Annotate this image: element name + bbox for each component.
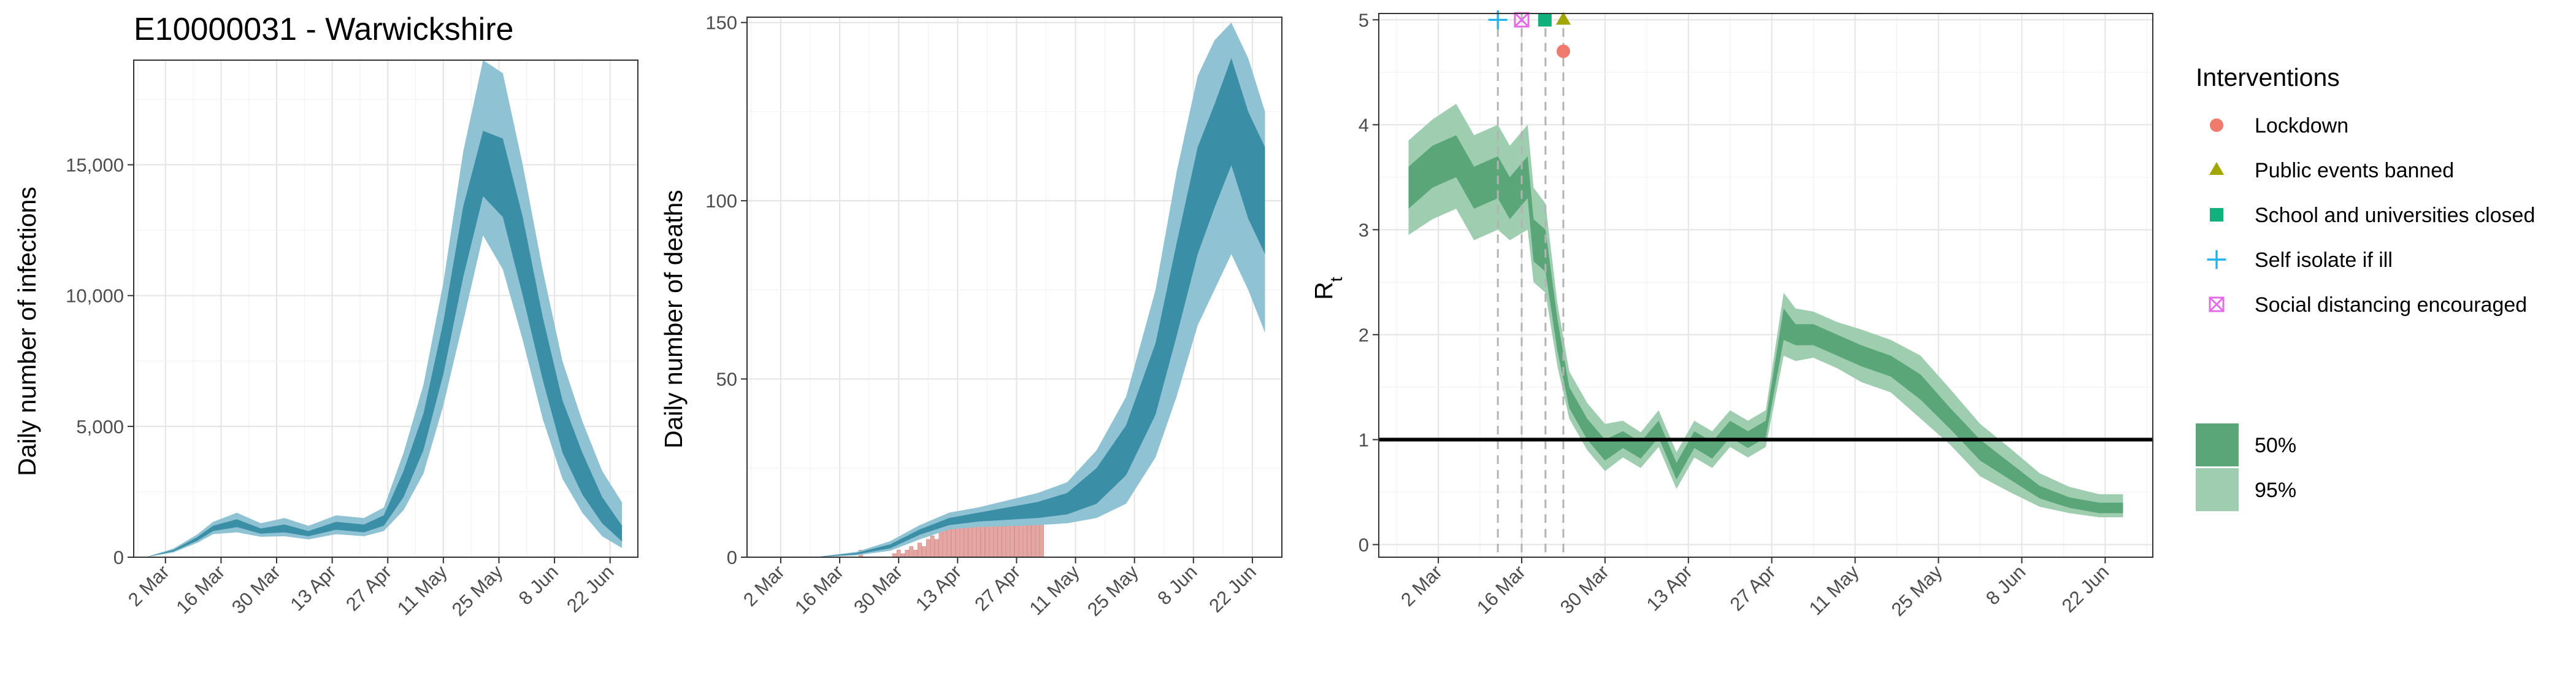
observed-death-bar [938,531,943,558]
y-tick-label: 5 [1359,9,1369,31]
x-tick-label: 22 Jun [1205,561,1260,617]
legend-label: Social distancing encouraged [2255,293,2527,317]
legend-item: Self isolate if ill [2207,249,2393,272]
intervention-marker [1556,44,1570,58]
y-tick-label: 2 [1359,324,1369,345]
band-50 [814,58,1265,558]
observed-death-bar [930,535,935,558]
x-tick-label: 11 May [1805,561,1863,619]
observed-death-bar [926,539,930,558]
legend-key [2210,208,2223,222]
x-tick-label: 16 Mar [1473,561,1530,618]
legend-label: Public events banned [2255,159,2454,182]
x-tick-label: 13 Apr [1643,561,1696,615]
legend-band-label: 50% [2255,434,2296,457]
x-tick-label: 16 Mar [791,561,848,618]
observed-death-bar [922,546,926,558]
x-tick-label: 27 Apr [1726,561,1780,615]
legend-item: Public events banned [2209,159,2454,182]
y-axis-title: Daily number of infections [13,187,41,476]
y-tick-label: 100 [705,190,737,212]
y-tick-label: 15,000 [66,155,124,176]
legend-item: Social distancing encouraged [2209,293,2527,317]
y-tick-label: 3 [1359,219,1369,241]
x-tick-label: 22 Jun [2058,561,2114,617]
deaths-panel: Daily number of deaths 2 Mar 16 Mar 30 Mar… [659,12,1282,620]
y-tick-label: 1 [1359,429,1369,450]
legend-key [2209,162,2225,175]
x-tick-label: 16 Mar [172,561,229,618]
observed-death-bar [1006,521,1011,558]
y-tick-label: 0 [727,547,737,568]
x-tick-label: 25 May [1887,561,1947,620]
plot-background [134,60,638,557]
y-tick-label: 0 [113,547,124,568]
intervention-marker [1555,12,1571,25]
x-tick-label: 25 May [1083,561,1143,620]
x-tick-label: 2 Mar [124,561,174,611]
intervention-marker [1538,13,1552,27]
legend-label: School and universities closed [2255,204,2535,227]
x-tick-label: 8 Jun [1982,561,2030,609]
infections-panel: E10000031 - Warwickshire Daily number of… [13,12,638,620]
legend: Interventions Lockdown Public events bann… [2196,63,2535,511]
observed-death-bar [905,550,910,558]
x-tick-label: 30 Mar [1556,561,1613,618]
band-95 [814,22,1265,557]
legend-label: Lockdown [2255,114,2348,137]
panel-title: E10000031 - Warwickshire [134,12,513,47]
x-tick-label: 22 Jun [562,561,618,617]
x-tick-label: 13 Apr [286,561,340,615]
legend-key [2207,250,2226,269]
legend-band-key [2196,423,2239,466]
x-tick-label: 8 Jun [1153,561,1201,609]
observed-death-bar [896,550,901,558]
y-tick-label: 4 [1359,114,1369,136]
y-tick-label: 5,000 [76,416,124,438]
y-tick-label: 10,000 [66,285,124,307]
band-50 [1408,135,2123,514]
observed-death-bar [913,550,918,558]
x-tick-label: 25 May [448,561,507,620]
legend-key [2209,296,2225,312]
x-tick-label: 30 Mar [228,561,285,618]
legend-item: School and universities closed [2210,204,2535,227]
observed-death-bar [955,525,960,558]
plot-border [133,60,638,558]
x-tick-label: 11 May [1025,561,1084,619]
legend-band-label: 95% [2255,479,2296,502]
y-tick-label: 50 [716,369,737,390]
y-axis-title: Daily number of deaths [659,190,688,449]
observed-death-bar [947,525,951,558]
observed-death-bar [909,546,914,558]
y-tick-label: 150 [705,12,737,34]
legend-band-item: 50% [2196,423,2296,466]
rt-panel: Rt 2 Mar 16 Mar 30 Mar 13 Apr 27 Apr 11 May 25… [1309,9,2153,620]
x-tick-label: 30 Mar [849,561,907,618]
plot-border [1378,13,2153,558]
legend-label: Self isolate if ill [2255,249,2393,272]
observed-death-bar [1035,521,1040,558]
plot-border [746,17,1282,558]
x-tick-label: 2 Mar [739,561,789,611]
legend-band-key [2196,468,2239,511]
x-tick-label: 2 Mar [1397,561,1446,611]
y-tick-label: 0 [1359,534,1369,555]
observed-death-bar [918,542,922,558]
legend-key [2210,118,2223,132]
observed-death-bar [989,521,994,558]
x-tick-label: 8 Jun [515,561,562,609]
observed-death-bar [934,539,939,558]
x-tick-label: 11 May [393,561,451,619]
x-tick-label: 13 Apr [911,561,965,615]
y-axis-title: Rt [1309,277,1346,300]
legend-item: Lockdown [2210,114,2348,137]
observed-death-bar [943,528,948,558]
x-tick-label: 27 Apr [970,561,1024,615]
legend-title: Interventions [2196,63,2340,91]
x-tick-label: 27 Apr [342,561,396,615]
observed-death-bar [1022,521,1027,558]
legend-band-item: 95% [2196,468,2296,511]
